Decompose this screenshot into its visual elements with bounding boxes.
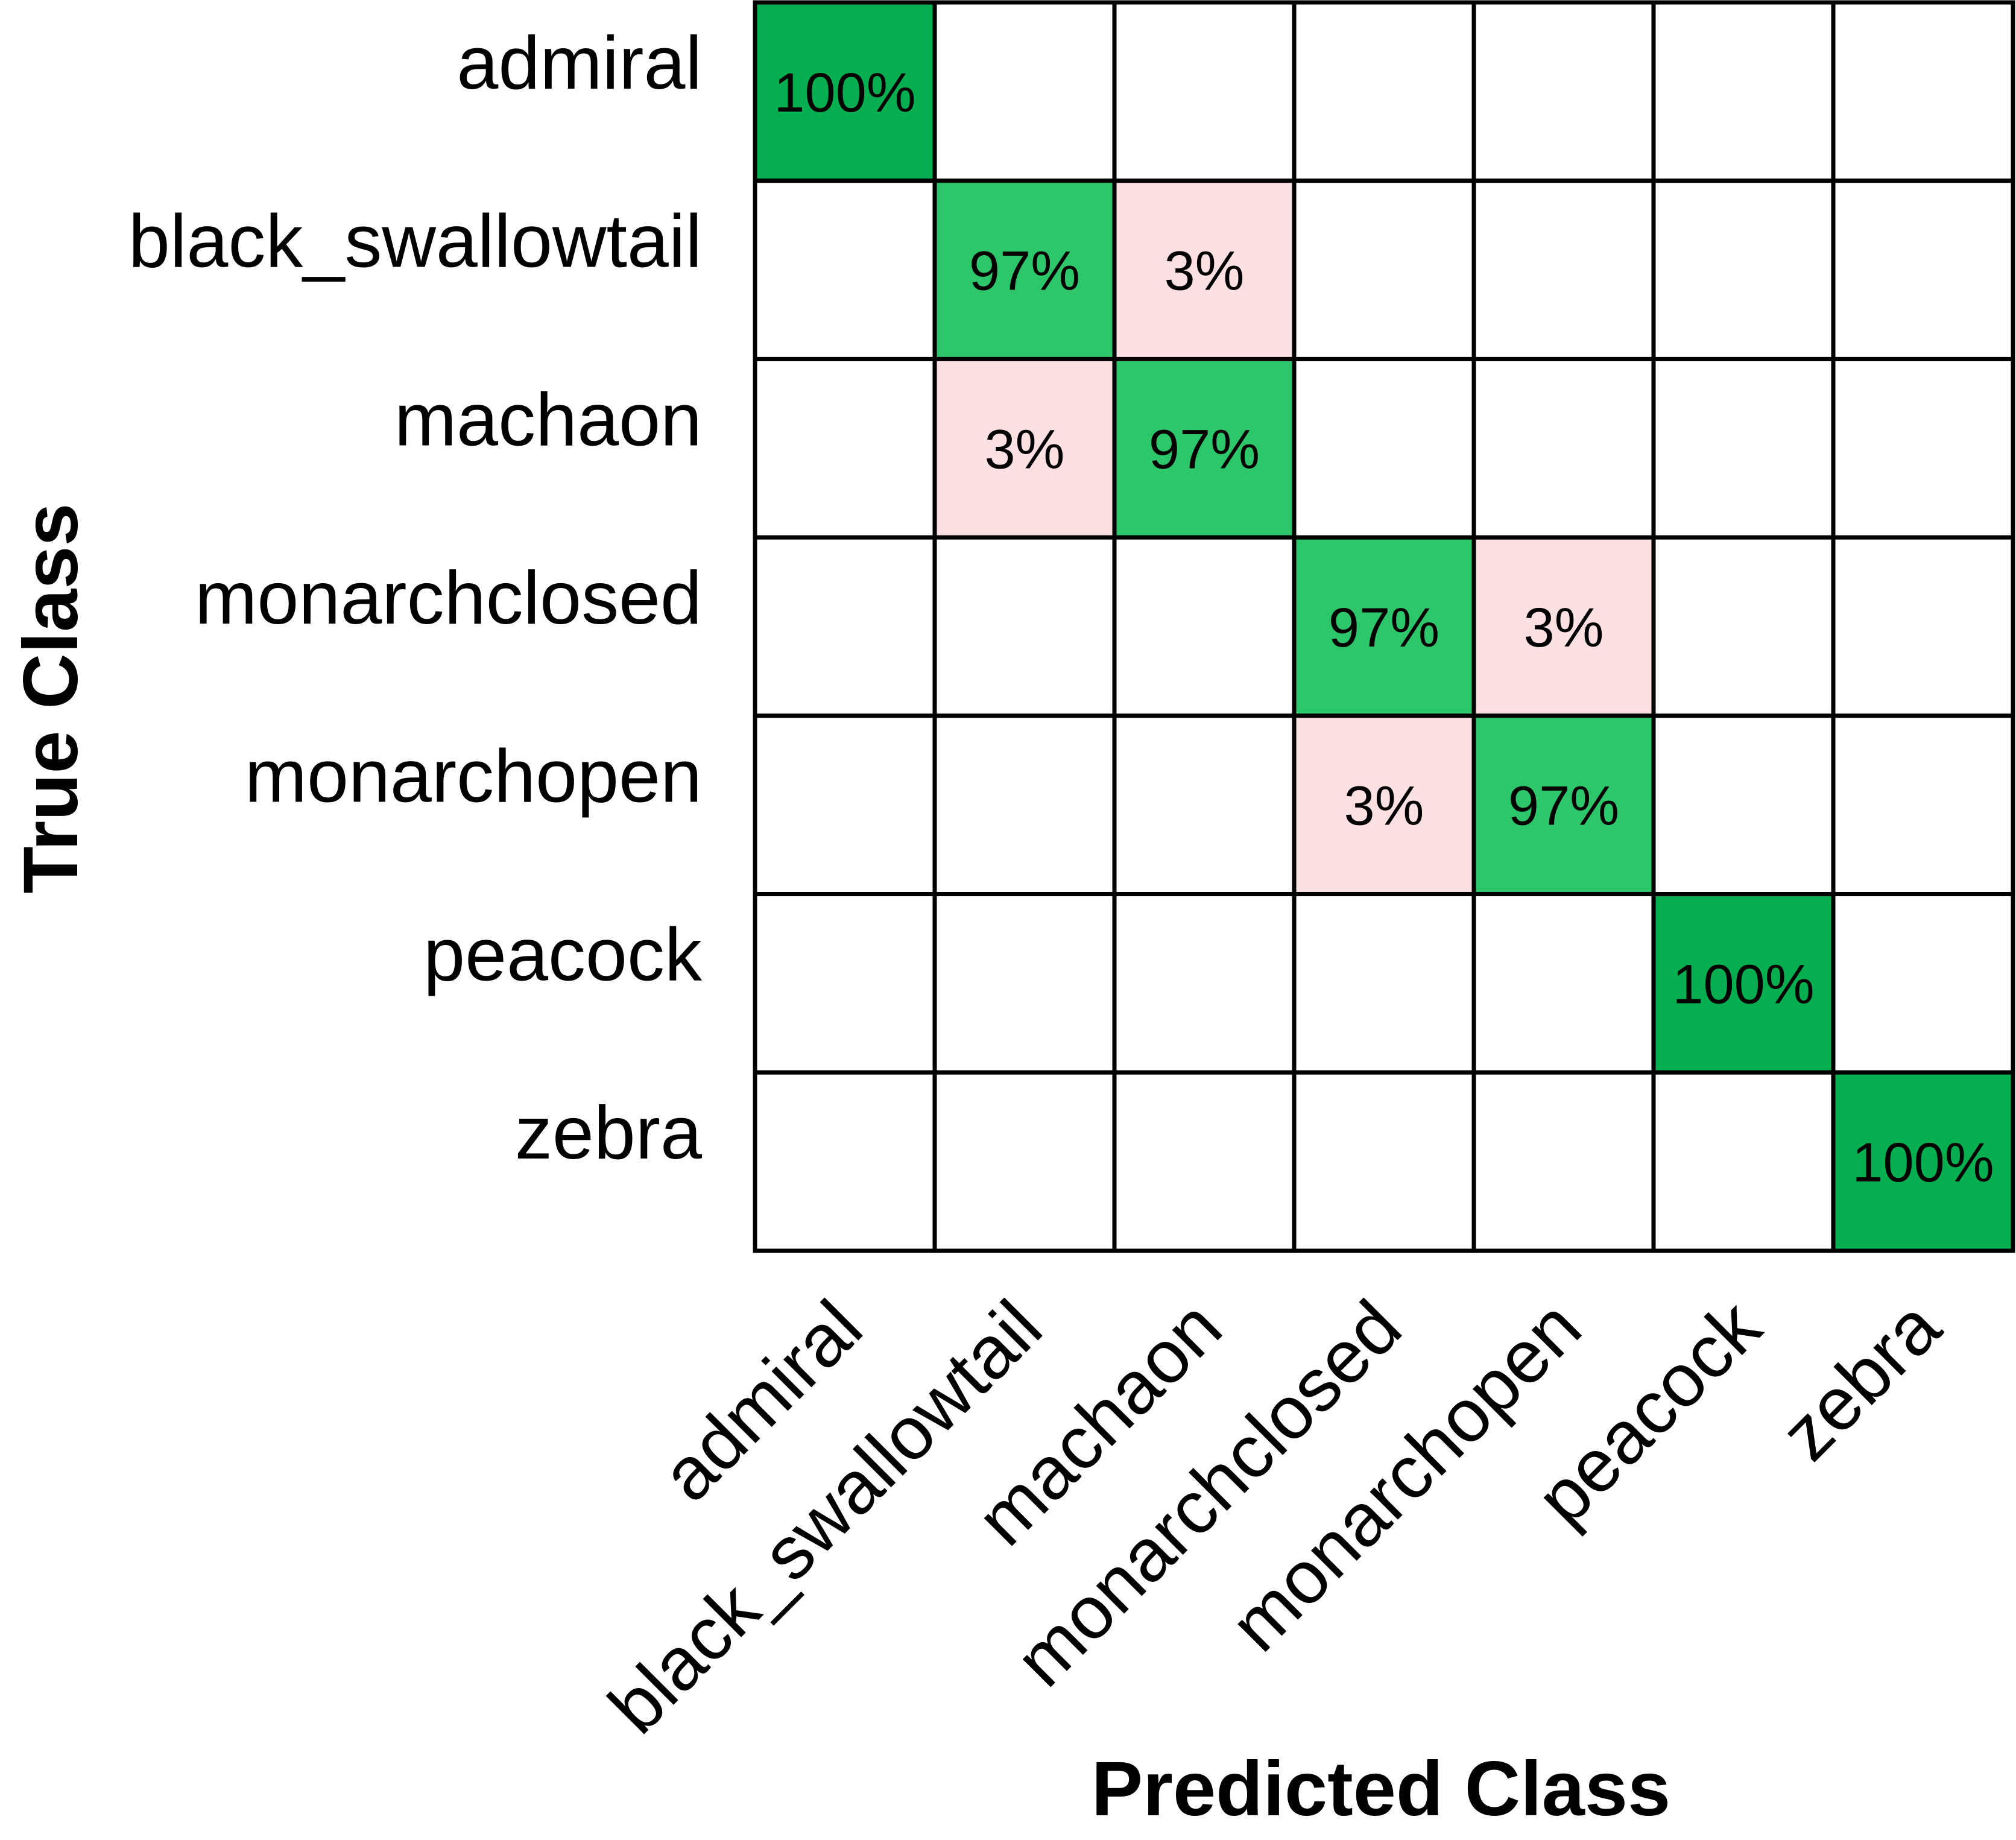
matrix-cell-monarchclosed-machaon: [1112, 535, 1297, 718]
matrix-cell-zebra-black-swallowtail: [932, 1070, 1117, 1253]
matrix-cell-monarchclosed-zebra: [1831, 535, 2015, 718]
matrix-cell-monarchopen-black-swallowtail: [932, 713, 1117, 897]
matrix-cell-monarchclosed-peacock: [1651, 535, 1836, 718]
cell-value-label: 97%: [1329, 597, 1439, 659]
matrix-cell-labels: 100% 97% 3% 3% 97% 97% 3% 3% 97% 100% 100%: [774, 62, 1994, 1193]
matrix-cell-admiral-zebra: [1831, 0, 2015, 183]
cell-value-label: 3%: [985, 419, 1065, 480]
matrix-cell-peacock-black-swallowtail: [932, 892, 1117, 1075]
matrix-cell-zebra-peacock: [1651, 1070, 1836, 1253]
matrix-cell-machaon-admiral: [753, 356, 937, 540]
x-axis-title: Predicted Class: [1092, 1746, 1670, 1832]
matrix-cell-zebra-machaon: [1112, 1070, 1297, 1253]
matrix-cell-monarchclosed-admiral: [753, 535, 937, 718]
row-label-peacock: peacock: [423, 913, 703, 996]
row-label-monarchopen: monarchopen: [245, 735, 702, 818]
matrix-cell-black-swallowtail-zebra: [1831, 179, 2015, 361]
matrix-cell-admiral-monarchopen: [1471, 0, 1656, 183]
matrix-cell-peacock-zebra: [1831, 892, 2015, 1075]
matrix-cell-zebra-zebra: [1831, 1070, 2015, 1253]
matrix-cell-peacock-machaon: [1112, 892, 1297, 1075]
cell-value-label: 100%: [774, 62, 915, 124]
row-label-black-swallowtail: black_swallowtail: [128, 200, 702, 283]
matrix-cell-admiral-machaon: [1112, 0, 1297, 183]
matrix-cell-machaon-monarchopen: [1471, 356, 1656, 540]
matrix-cell-machaon-monarchclosed: [1292, 356, 1476, 540]
matrix-cell-admiral-peacock: [1651, 0, 1836, 183]
matrix-cell-zebra-monarchclosed: [1292, 1070, 1476, 1253]
matrix-cell-machaon-zebra: [1831, 356, 2015, 540]
matrix-cell-peacock-monarchopen: [1471, 892, 1656, 1075]
row-label-monarchclosed: monarchclosed: [195, 557, 702, 640]
cell-value-label: 3%: [1344, 776, 1424, 837]
cell-value-label: 97%: [1149, 419, 1260, 480]
matrix-cell-monarchopen-peacock: [1651, 713, 1836, 897]
column-label-zebra: zebra: [1765, 1285, 1956, 1476]
matrix-cell-monarchopen-zebra: [1831, 713, 2015, 897]
matrix-cell-monarchopen-admiral: [753, 713, 937, 897]
matrix-cell-monarchclosed-black-swallowtail: [932, 535, 1117, 718]
column-tick-labels: admiralblack_swallowtailmachaonmonarchcl…: [593, 1285, 1956, 1750]
row-label-admiral: admiral: [457, 22, 702, 105]
y-axis-title: True Class: [8, 503, 94, 893]
matrix-cell-admiral-admiral: [753, 0, 937, 183]
matrix-cell-machaon-black-swallowtail: [932, 356, 1117, 540]
cell-value-label: 100%: [1672, 953, 1814, 1015]
matrix-cell-monarchopen-machaon: [1112, 713, 1297, 897]
cell-value-label: 3%: [1164, 241, 1245, 302]
matrix-cell-peacock-monarchclosed: [1292, 892, 1476, 1075]
matrix-cell-zebra-monarchopen: [1471, 1070, 1656, 1253]
row-label-zebra: zebra: [515, 1092, 702, 1175]
matrix-cell-admiral-black-swallowtail: [932, 0, 1117, 183]
matrix-cell-peacock-admiral: [753, 892, 937, 1075]
cell-value-label: 97%: [969, 241, 1080, 302]
matrix-cell-zebra-admiral: [753, 1070, 937, 1253]
matrix-cell-black-swallowtail-machaon: [1112, 179, 1297, 361]
matrix-cell-admiral-monarchclosed: [1292, 0, 1476, 183]
cell-value-label: 3%: [1524, 597, 1604, 659]
matrix-cell-machaon-machaon: [1112, 356, 1297, 540]
matrix-cell-black-swallowtail-monarchclosed: [1292, 179, 1476, 361]
cell-value-label: 100%: [1852, 1132, 1994, 1193]
matrix-cell-black-swallowtail-admiral: [753, 179, 937, 361]
matrix-cell-machaon-peacock: [1651, 356, 1836, 540]
matrix-cells: [753, 0, 2015, 1253]
matrix-cell-black-swallowtail-monarchopen: [1471, 179, 1656, 361]
cell-value-label: 97%: [1508, 776, 1619, 837]
matrix-cell-black-swallowtail-peacock: [1651, 179, 1836, 361]
row-label-machaon: machaon: [394, 378, 702, 461]
